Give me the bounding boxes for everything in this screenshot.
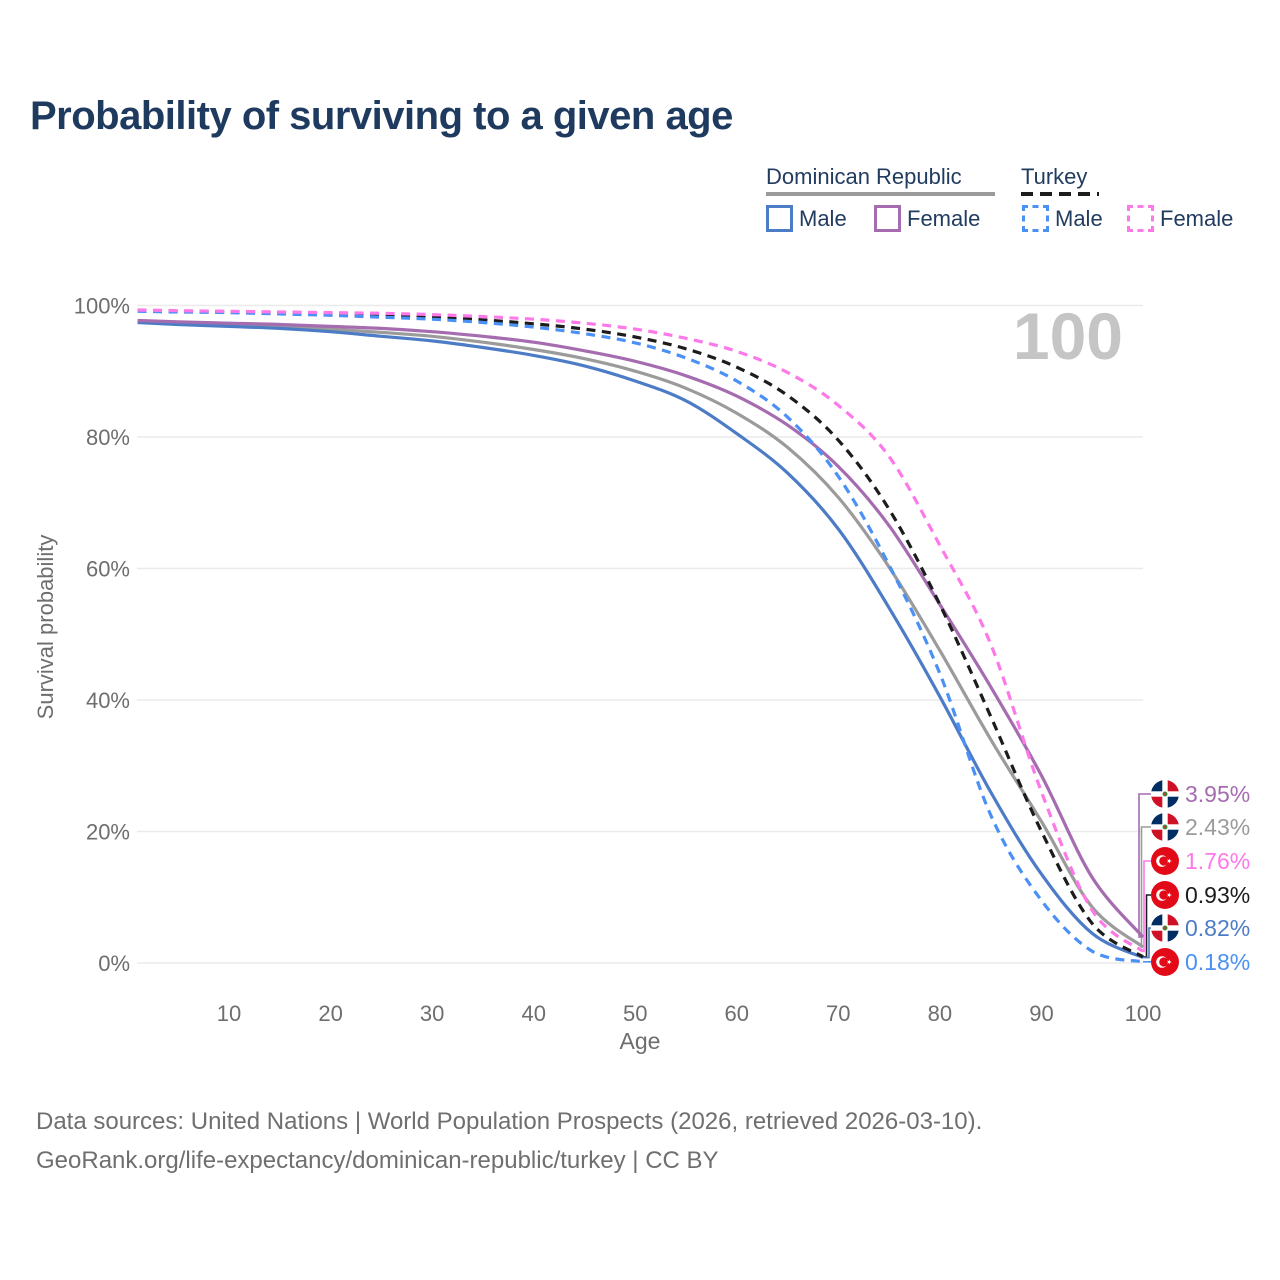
legend-group-dominican-republic[interactable]: Dominican Republic: [766, 164, 962, 189]
y-tick-label-100: 100%: [74, 293, 130, 318]
age-watermark: 100: [1012, 299, 1123, 373]
survival-curves: [137, 308, 1145, 964]
y-tick-label-80: 80%: [86, 425, 130, 450]
y-tick-label-20: 20%: [86, 820, 130, 845]
leader-line-tr_female: [1143, 860, 1151, 953]
x-tick-label-10: 10: [217, 1001, 241, 1026]
x-tick-label-90: 90: [1029, 1001, 1053, 1026]
x-tick-label-30: 30: [420, 1001, 444, 1026]
end-label-row-dr_both: 2.43%: [1151, 813, 1250, 841]
end-label-row-dr_female: 3.95%: [1151, 780, 1250, 808]
y-axis-ticks: 100% 80% 60% 40% 20% 0%: [74, 293, 130, 976]
end-label-row-tr_male: 0.18%: [1151, 948, 1250, 976]
curve-dr_male[interactable]: [137, 320, 1144, 960]
legend-group-turkey[interactable]: Turkey: [1021, 164, 1088, 189]
legend-label-tr-female[interactable]: Female: [1160, 206, 1234, 231]
x-tick-label-20: 20: [318, 1001, 342, 1026]
turkey-flag-icon: [1151, 847, 1179, 875]
turkey-flag-icon: [1151, 948, 1179, 976]
curve-tr_both[interactable]: [137, 309, 1144, 959]
end-label-value-tr_both: 0.93%: [1185, 881, 1251, 908]
footer-attribution[interactable]: GeoRank.org/life-expectancy/dominican-re…: [36, 1147, 719, 1174]
gridlines: [137, 304, 1143, 964]
end-label-value-tr_male: 0.18%: [1185, 948, 1251, 975]
x-tick-label-50: 50: [623, 1001, 647, 1026]
legend-group-underline-dashed: [1021, 192, 1099, 196]
end-label-value-dr_both: 2.43%: [1185, 813, 1251, 840]
curve-tr_female[interactable]: [137, 308, 1144, 953]
dominican-republic-flag-icon: [1151, 914, 1179, 942]
legend-swatch-tr-female[interactable]: [1127, 205, 1154, 232]
legend-label-dr-male[interactable]: Male: [799, 206, 847, 231]
dominican-republic-flag-icon: [1151, 813, 1179, 841]
end-label-value-dr_female: 3.95%: [1185, 780, 1251, 807]
legend-group-underline-solid: [766, 192, 995, 196]
end-label-row-tr_both: 0.93%: [1151, 881, 1250, 909]
x-tick-label-80: 80: [928, 1001, 952, 1026]
x-tick-label-100: 100: [1125, 1001, 1162, 1026]
footer-data-sources: Data sources: United Nations | World Pop…: [36, 1108, 983, 1135]
legend-swatch-dr-male[interactable]: [766, 205, 793, 232]
curve-dr_both[interactable]: [137, 319, 1144, 949]
y-axis-title: Survival probability: [33, 534, 58, 720]
end-label-value-tr_female: 1.76%: [1185, 847, 1251, 874]
end-label-row-dr_male: 0.82%: [1151, 914, 1250, 942]
curve-tr_male[interactable]: [137, 309, 1144, 964]
legend-swatch-tr-male[interactable]: [1022, 205, 1049, 232]
legend-label-tr-male[interactable]: Male: [1055, 206, 1103, 231]
legend-label-dr-female[interactable]: Female: [907, 206, 981, 231]
x-tick-label-70: 70: [826, 1001, 850, 1026]
y-tick-label-60: 60%: [86, 556, 130, 581]
page-title: Probability of surviving to a given age: [30, 94, 733, 138]
dominican-republic-flag-icon: [1151, 780, 1179, 808]
legend-swatch-dr-female[interactable]: [874, 205, 901, 232]
x-axis-title: Age: [619, 1028, 661, 1054]
x-tick-label-60: 60: [725, 1001, 749, 1026]
end-label-value-dr_male: 0.82%: [1185, 914, 1251, 941]
curve-dr_female[interactable]: [137, 318, 1145, 939]
end-label-row-tr_female: 1.76%: [1151, 847, 1250, 875]
x-tick-label-40: 40: [521, 1001, 545, 1026]
y-tick-label-40: 40%: [86, 688, 130, 713]
turkey-flag-icon: [1151, 881, 1179, 909]
x-axis-ticks: 10 20 30 40 50 60 70 80 90 100: [217, 1001, 1162, 1026]
leader-line-dr_male: [1143, 927, 1151, 959]
y-tick-label-0: 0%: [98, 951, 130, 976]
